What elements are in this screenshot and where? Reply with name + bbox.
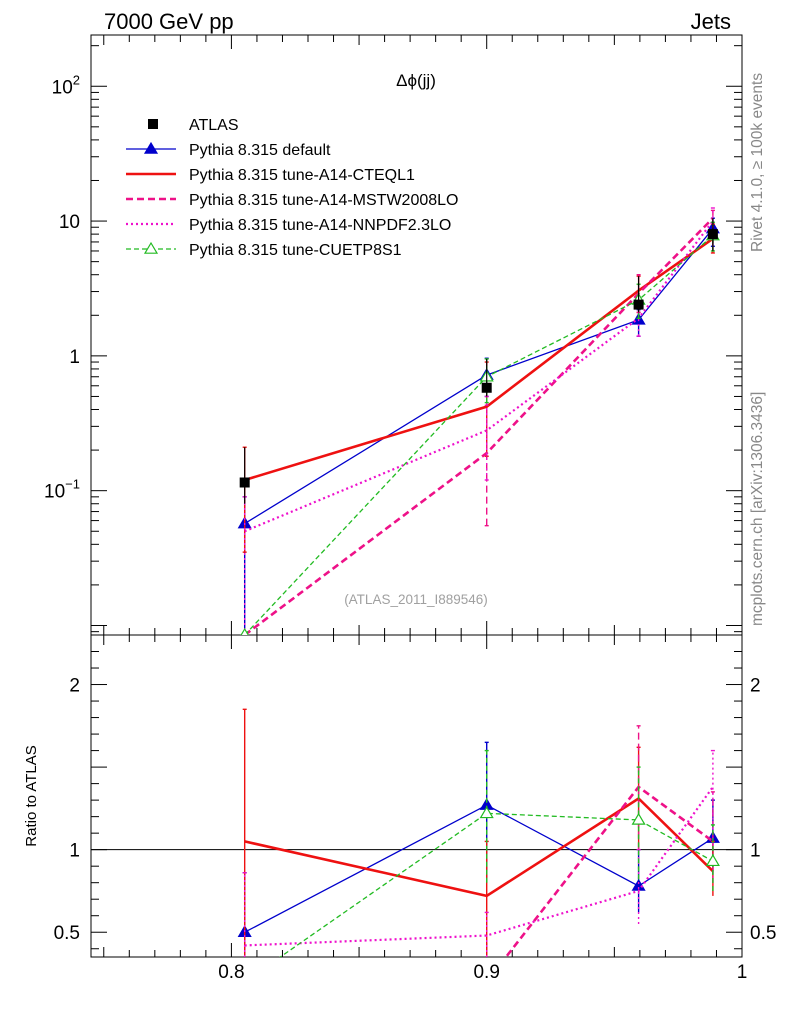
series-nnpdf-main (242, 207, 715, 635)
y-tick-label-ratio: 1 (69, 841, 80, 862)
ratio-ylabel: Ratio to ATLAS (23, 745, 40, 846)
series-cteql1-ratio (242, 708, 715, 957)
y-tick-label-main: 102 (52, 72, 80, 98)
y-tick-label-main: 10−1 (44, 477, 80, 503)
y-tick-label-main: 10 (59, 212, 80, 233)
y-tick-base: 1 (69, 347, 80, 368)
x-tick-label: 0.9 (473, 962, 499, 983)
series-cuetp-ratio-point (479, 806, 494, 819)
collision-label: 7000 GeV pp (104, 9, 234, 34)
series-mstw-ratio (504, 725, 715, 957)
legend-label-nnpdf: Pythia 8.315 tune-A14-NNPDF2.3LO (189, 217, 451, 234)
legend-entry-atlas: ATLAS (148, 117, 239, 134)
legend-label-cteql1: Pythia 8.315 tune-A14-CTEQL1 (189, 167, 415, 184)
series-default-line (244, 228, 714, 525)
legend-label-atlas: ATLAS (189, 117, 239, 134)
y-tick-exponent: −1 (65, 477, 80, 492)
ratio-series-layer (237, 708, 720, 957)
atlas-point (481, 382, 492, 393)
series-cuetp-ratio-line (279, 812, 714, 957)
x-tick-label: 0.8 (218, 962, 244, 983)
series-cteql1-line (244, 237, 714, 482)
y-tick-base: 10 (59, 212, 80, 233)
y-tick-label-ratio: 0.5 (54, 923, 80, 944)
y-tick-label-ratio-right: 2 (750, 676, 761, 697)
rivet-label: Rivet 4.1.0, ≥ 100k events (749, 73, 766, 252)
x-tick-label: 1 (737, 962, 748, 983)
legend-label-cuetp: Pythia 8.315 tune-CUETP8S1 (189, 242, 402, 259)
y-tick-exponent: 2 (73, 72, 80, 87)
series-cuetp-ratio-point (631, 812, 646, 825)
y-tick-label-ratio: 2 (69, 676, 80, 697)
atlas-point (633, 299, 644, 310)
series-cuetp-point (240, 627, 249, 635)
legend-entry-cteql1: Pythia 8.315 tune-A14-CTEQL1 (126, 167, 415, 184)
atlas-point (707, 229, 718, 240)
series-cteql1-ratio-line (244, 796, 714, 898)
observable-title: Δϕ(jj) (396, 71, 436, 90)
series-mstw-ratio-line (504, 785, 714, 957)
legend-entry-default: Pythia 8.315 default (126, 141, 331, 159)
y-tick-base: 10 (52, 77, 73, 98)
series-cuetp-ratio (279, 749, 720, 957)
y-tick-label-ratio-right: 1 (750, 841, 761, 862)
series-nnpdf-ratio (242, 749, 715, 957)
legend: ATLAS Pythia 8.315 default Pythia 8.315 tu… (126, 117, 458, 259)
y-tick-label-ratio-right: 0.5 (750, 923, 776, 944)
legend-marker-cuetp (143, 241, 159, 254)
series-nnpdf-line (244, 220, 714, 533)
series-mstw-line (243, 217, 714, 635)
y-tick-base: 10 (44, 482, 65, 503)
legend-marker-atlas (148, 119, 158, 129)
y-tick-label-main: 1 (69, 347, 80, 368)
legend-entry-cuetp: Pythia 8.315 tune-CUETP8S1 (126, 241, 402, 259)
series-nnpdf-ratio-line (244, 786, 714, 947)
ratio-panel-frame (90, 634, 743, 958)
series-cuetp-ratio-point (705, 854, 720, 867)
legend-label-default: Pythia 8.315 default (189, 142, 331, 159)
process-label: Jets (691, 9, 731, 34)
series-cuetp-line (244, 235, 714, 635)
legend-marker-default (143, 141, 159, 154)
mcplots-label: mcplots.cern.ch [arXiv:1306.3436] (749, 392, 766, 626)
series-mstw-main (242, 209, 715, 635)
legend-label-mstw: Pythia 8.315 tune-A14-MSTW2008LO (189, 192, 458, 209)
series-cteql1-main (242, 223, 715, 553)
legend-entry-nnpdf: Pythia 8.315 tune-A14-NNPDF2.3LO (126, 217, 451, 234)
atlas-point (239, 477, 250, 488)
axis-ticks (91, 35, 743, 957)
series-default-main (237, 217, 720, 635)
analysis-watermark: (ATLAS_2011_I889546) (344, 592, 488, 607)
legend-entry-mstw: Pythia 8.315 tune-A14-MSTW2008LO (126, 192, 458, 209)
atlas-data (239, 218, 718, 504)
main-series-layer (237, 207, 720, 635)
